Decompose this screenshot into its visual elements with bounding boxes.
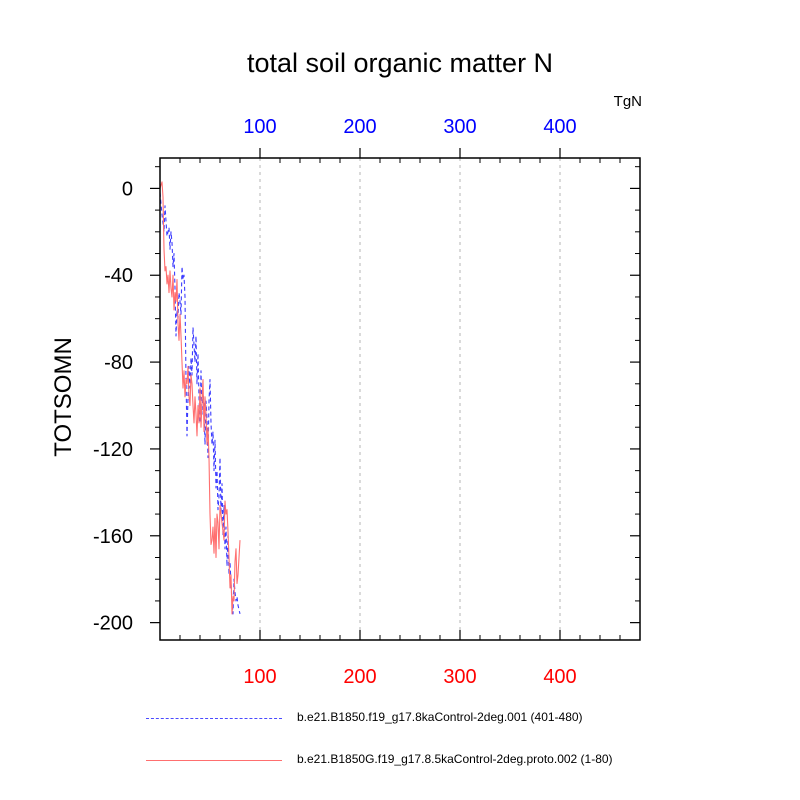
y-axis-label: TOTSOMN [50,337,77,457]
y-tick-label: -40 [104,265,133,287]
x-tick-label-top: 100 [243,116,276,138]
x-tick-label-bottom: 200 [343,666,376,688]
plot-frame [159,157,641,641]
legend-label-series-2: b.e21.B1850G.f19_g17.8.5kaControl-2deg.p… [297,752,613,766]
y-tick-label: -200 [93,613,133,635]
x-tick-label-bottom: 300 [443,666,476,688]
legend-label-series-1: b.e21.B1850.f19_g17.8kaControl-2deg.001 … [297,710,583,724]
legend-swatch-dashed-blue [146,718,282,719]
chart-title: total soil organic matter N [246,48,554,78]
x-tick-label-top: 300 [443,116,476,138]
y-tick-label: -80 [104,352,133,374]
y-tick-label: -160 [93,526,133,548]
units-label: TgN [613,93,642,110]
x-tick-label-bottom: 400 [543,666,576,688]
y-tick-label: 0 [122,178,133,200]
x-tick-label-bottom: 100 [243,666,276,688]
legend-swatch-solid-red [146,760,282,761]
series-line-2 [159,181,241,615]
y-tick-label: -120 [93,439,133,461]
x-tick-label-top: 200 [343,116,376,138]
x-tick-label-top: 400 [543,116,576,138]
